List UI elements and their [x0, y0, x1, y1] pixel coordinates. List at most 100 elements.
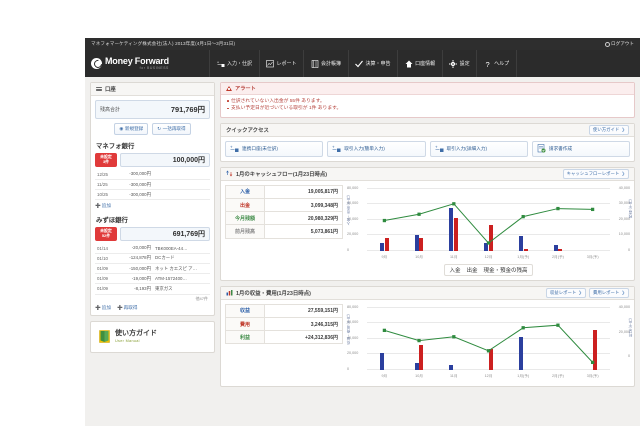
nav-item-ledger[interactable]: 会計帳簿: [303, 50, 348, 77]
chart-category-slot: [367, 187, 402, 251]
chart-x-label: 9月: [381, 373, 388, 378]
main-navigation: Money Forward for BUSINESS + 入力・仕訳 レポート …: [85, 50, 640, 77]
quick-button-label: 請求書作成: [548, 145, 573, 151]
table-row[interactable]: 12/25 -300,000円: [95, 169, 210, 180]
chart-category-slot: [436, 187, 471, 251]
menu-icon[interactable]: [96, 86, 102, 92]
nav-item-accounts[interactable]: 口座情報: [397, 50, 442, 77]
txn-amount: -20,000円: [115, 243, 153, 254]
nav-item-settlement[interactable]: 決算・申告: [347, 50, 398, 77]
quick-linked-accounts-button[interactable]: + 連携口座(未仕訳): [225, 140, 324, 157]
chart-bar: [449, 208, 454, 251]
chart-x-label: 2月(予): [552, 254, 564, 259]
cashflow-report-label: キャッシュフローレポート: [566, 170, 620, 176]
add-transaction-link[interactable]: ➕ 追加: [95, 305, 111, 311]
refetch-link[interactable]: ➕ 再取得: [117, 305, 138, 311]
quick-button-label: 連携口座(未仕訳): [242, 145, 278, 151]
accounts-panel: 口座 残高合計 791,769円 ◉ 新規登録 ↻ 一括再取: [90, 82, 215, 316]
nav-label: 会計帳簿: [321, 61, 342, 67]
more-count-label: 他47件: [195, 296, 208, 301]
chart-x-label: 11月: [450, 254, 458, 259]
user-manual-banner[interactable]: 使い方ガイド User Manual: [90, 320, 215, 353]
alert-item[interactable]: 支払い予定日が近づいている取引が 1件 あります。: [226, 105, 629, 112]
expense-report-link[interactable]: 費用レポート ❯: [588, 287, 629, 298]
chart-bar: [379, 243, 384, 251]
logout-button[interactable]: ログアウト: [604, 41, 634, 47]
book-icon: [99, 330, 110, 343]
table-row[interactable]: 01/09 -8,193円 東京ガス: [95, 283, 210, 295]
chart-legend-item: 入金: [449, 267, 461, 274]
nav-item-help[interactable]: ? ヘルプ: [476, 50, 517, 77]
chart-x-label: 11月: [450, 373, 458, 378]
bank-name: マネフォ銀行: [96, 143, 135, 150]
txn-date: 01/14: [95, 243, 115, 254]
row-value: 3,246,315円: [264, 317, 343, 332]
nav-label: ヘルプ: [494, 61, 510, 67]
plus-doc-icon: +: [435, 145, 443, 153]
quick-create-invoice-button[interactable]: 請求書作成: [531, 140, 630, 157]
nav-label: 入力・仕訳: [227, 61, 253, 67]
new-account-label: 新規登録: [124, 126, 144, 131]
txn-memo: 東京ガス: [153, 283, 210, 295]
chart-bar: [558, 248, 563, 251]
row-key: 今月残額: [225, 211, 265, 226]
quick-detail-input-button[interactable]: + 取引入力(詳細入力): [429, 140, 528, 157]
plus-icon: ➕: [95, 202, 101, 208]
profitloss-title: 1月の収益・費用(1月23日時点): [236, 290, 311, 297]
table-row[interactable]: 01/14 -20,000円 TBK000EA-44…: [95, 243, 210, 254]
table-row[interactable]: 11/25 -300,000円: [95, 179, 210, 191]
chart-category-slot: [541, 187, 576, 251]
company-fiscal-year-label: マネフォマーケティング株式会社(法人) 2013年度(4月1日〜3月31日): [91, 41, 236, 46]
cashflow-report-link[interactable]: キャッシュフローレポート ❯: [562, 168, 629, 179]
invoice-icon: [537, 144, 546, 153]
expense-report-label: 費用レポート: [592, 289, 620, 295]
table-row: 収益 27,559,151円: [225, 303, 343, 319]
unset-count-badge[interactable]: 未設定 3件: [95, 153, 117, 167]
quick-simple-input-button[interactable]: + 取引入力(簡単入力): [327, 140, 426, 157]
nav-label: 決算・申告: [365, 61, 391, 67]
add-transaction-link[interactable]: ➕ 追加: [95, 203, 111, 209]
nav-item-input[interactable]: + 入力・仕訳: [209, 50, 259, 77]
plus-icon: ➕: [116, 304, 123, 310]
profitloss-header: 1月の収益・費用(1月23日時点) 収益レポート ❯ 費用レポート ❯: [221, 286, 634, 300]
table-row[interactable]: 01/09 -150,000円 ネット カエスピ ア…: [95, 263, 210, 275]
cashflow-legend: 入金 出金 現金・預金の残高: [444, 263, 533, 276]
top-bar: マネフォマーケティング株式会社(法人) 2013年度(4月1日〜3月31日) ロ…: [85, 38, 640, 50]
alert-item[interactable]: 仕訳されていない入出金が 55件 あります。: [226, 98, 629, 105]
txn-memo: ATM-1572400…: [153, 273, 210, 285]
chart-bar: [518, 236, 523, 251]
warning-icon: [226, 86, 232, 91]
check-icon: [355, 60, 363, 68]
chart-bar: [484, 243, 489, 251]
help-icon: ?: [484, 60, 492, 68]
txn-memo: [153, 179, 210, 191]
chart-bar: [384, 238, 389, 251]
svg-text:+: +: [332, 145, 335, 150]
chart-y2-axis-label: 残高 (千円): [628, 198, 632, 219]
svg-text:+: +: [230, 145, 233, 150]
nav-item-report[interactable]: レポート: [258, 50, 304, 77]
chart-y-axis-label: 収益・費用 (千円): [346, 313, 350, 345]
table-row[interactable]: 01/10 -124,878円 DCカード: [95, 253, 210, 264]
home-icon: [405, 60, 413, 68]
bank-balance: 100,000円: [120, 153, 210, 167]
refresh-all-button[interactable]: ↻ 一括再取得: [152, 123, 191, 135]
table-row[interactable]: 10/25 -300,000円: [95, 189, 210, 201]
table-row: 利益 +24,312,836円: [225, 330, 343, 345]
page-body: 口座 残高合計 791,769円 ◉ 新規登録 ↻ 一括再取: [85, 77, 640, 426]
nav-item-settings[interactable]: 設定: [441, 50, 477, 77]
new-account-button[interactable]: ◉ 新規登録: [114, 123, 149, 135]
table-row[interactable]: 01/09 -19,000円 ATM-1572400…: [95, 273, 210, 285]
unset-count-badge[interactable]: 未設定 52件: [95, 226, 117, 241]
nav-label: 設定: [459, 61, 470, 67]
usage-guide-link[interactable]: 使い方ガイド ❯: [588, 124, 629, 135]
brand-logo[interactable]: Money Forward for BUSINESS: [91, 56, 209, 70]
svg-text:+: +: [217, 60, 219, 64]
revenue-report-link[interactable]: 収益レポート ❯: [545, 287, 586, 298]
chart-bar: [488, 348, 493, 370]
chart-bar: [449, 365, 454, 370]
alert-panel: アラート 仕訳されていない入出金が 55件 あります。 支払い予定日が近づいてい…: [220, 82, 635, 118]
chart-bar: [414, 235, 419, 251]
accounts-panel-header: 口座: [91, 83, 214, 96]
chart-category-slot: [402, 306, 437, 370]
